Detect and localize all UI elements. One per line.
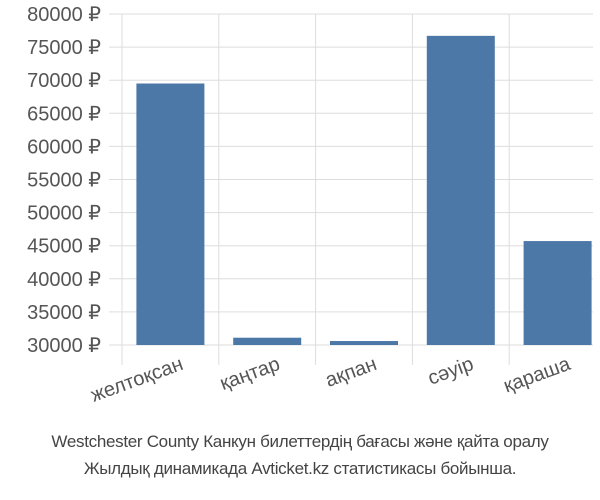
x-tick-labels: желтоқсан қаңтар ақпан сәуір қараша — [88, 353, 574, 407]
y-tick-label: 30000 ₽ — [27, 335, 101, 357]
y-tick-label: 60000 ₽ — [27, 136, 101, 158]
bar — [330, 341, 398, 345]
y-tick-label: 75000 ₽ — [27, 37, 101, 59]
bar — [233, 337, 302, 345]
x-tick-label: сәуір — [425, 353, 476, 390]
chart-caption-line-2: Жылдық динамикада Avticket.kz статистика… — [83, 459, 517, 478]
bar — [426, 35, 495, 345]
y-tick-label: 35000 ₽ — [27, 302, 101, 324]
y-tick-label: 65000 ₽ — [27, 103, 101, 125]
x-tick-label: желтоқсан — [88, 353, 186, 407]
y-tick-label: 70000 ₽ — [27, 70, 101, 92]
y-tick-label: 80000 ₽ — [27, 4, 101, 26]
x-tick-label: қаңтар — [217, 353, 283, 395]
y-tick-label: 55000 ₽ — [27, 170, 101, 192]
bar — [523, 241, 592, 345]
y-tick-label: 50000 ₽ — [27, 203, 101, 225]
x-tick-label: ақпан — [322, 353, 379, 392]
y-tick-label: 45000 ₽ — [27, 236, 101, 258]
y-tick-labels: 30000 ₽ 35000 ₽ 40000 ₽ 45000 ₽ 50000 ₽ 55000… — [27, 4, 101, 357]
bar — [136, 83, 205, 345]
chart-caption-line-1: Westchester County Канкун билеттердің ба… — [51, 432, 549, 451]
x-tick-label: қараша — [501, 353, 574, 398]
y-tick-label: 40000 ₽ — [27, 269, 101, 291]
bars — [136, 35, 592, 345]
